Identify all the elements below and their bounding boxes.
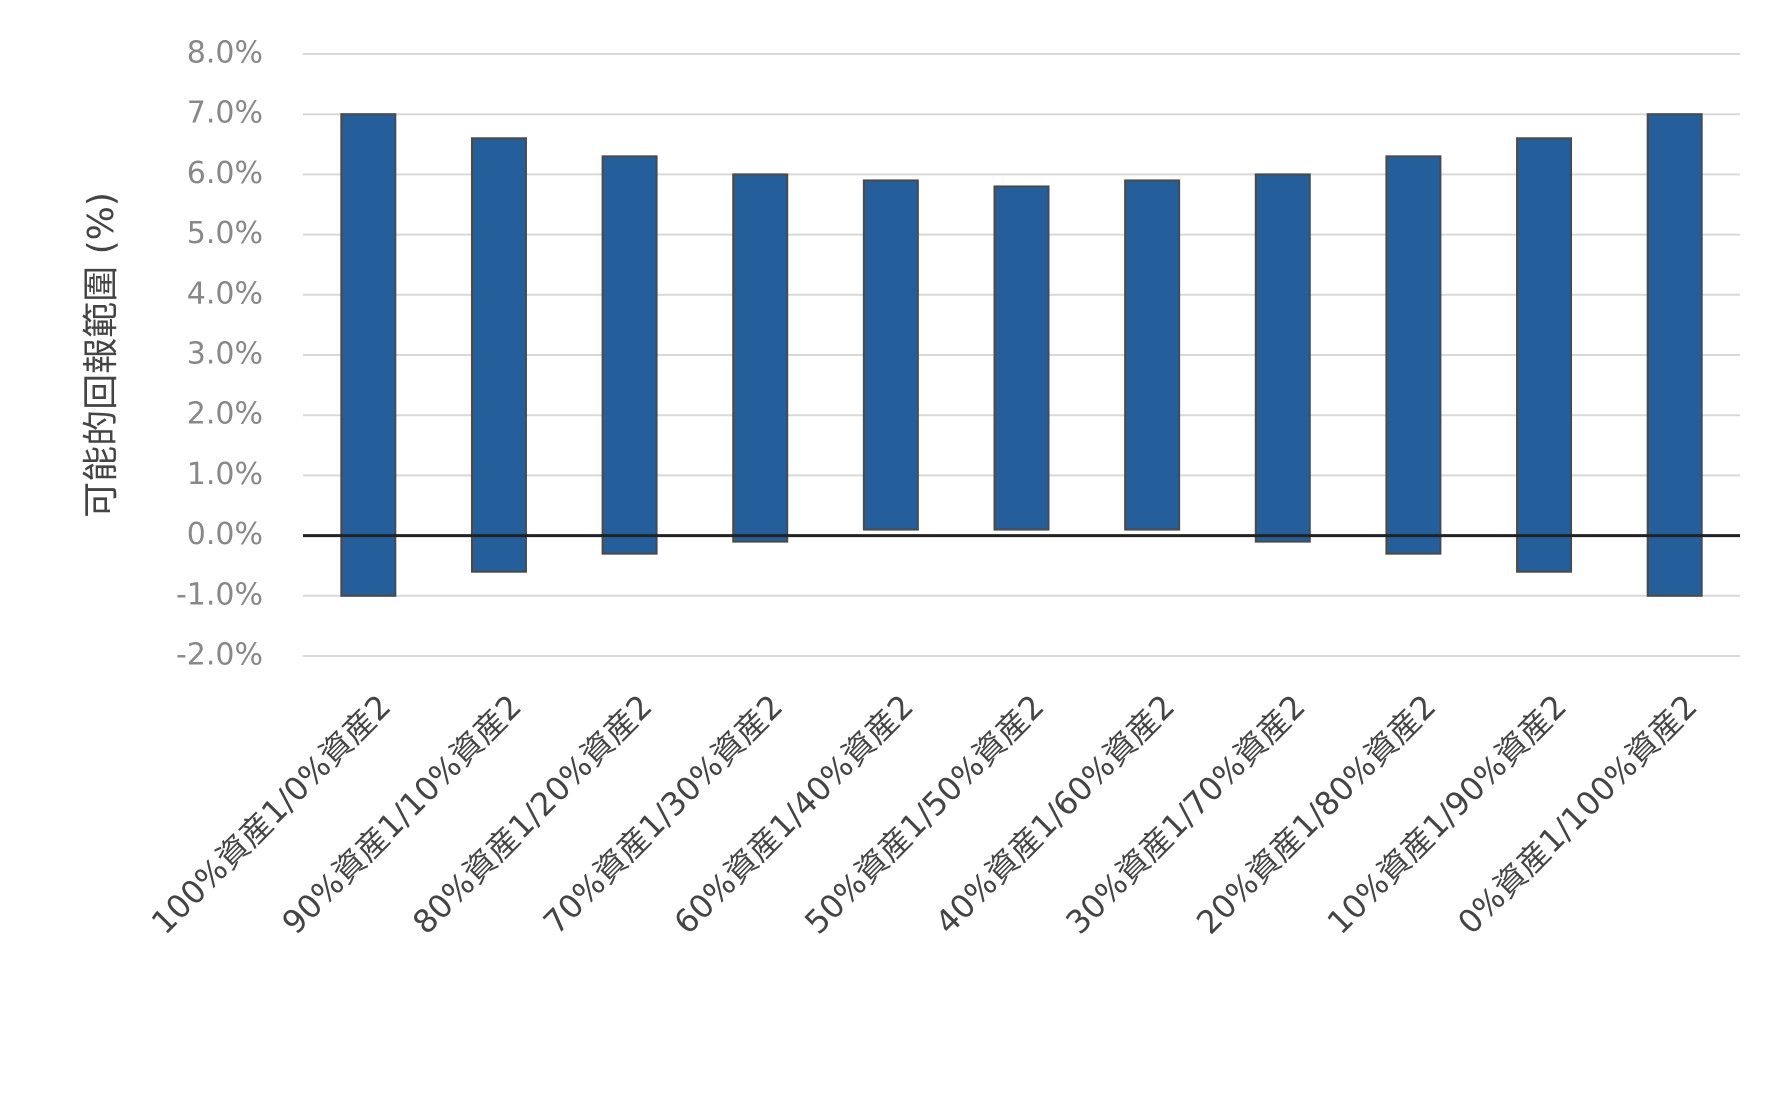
y-tick-label: 0.0%: [187, 517, 263, 552]
y-tick-label: 7.0%: [187, 96, 263, 131]
bar: [1516, 137, 1573, 573]
bar: [732, 173, 789, 543]
bar: [470, 137, 527, 573]
x-tick-label: 0%資産1/100%資産2: [1450, 687, 1704, 941]
bar: [601, 155, 658, 555]
x-tick-label: 20%資産1/80%資産2: [1189, 687, 1443, 941]
y-tick-label: -2.0%: [176, 638, 263, 673]
x-tick-label: 40%資産1/60%資産2: [928, 687, 1182, 941]
y-tick-label: 6.0%: [187, 156, 263, 191]
bar: [993, 185, 1050, 531]
bar: [862, 179, 919, 531]
y-axis-label: 可能的回報範圍 (%): [81, 192, 122, 518]
bar: [1124, 179, 1181, 531]
y-tick-label: 4.0%: [187, 276, 263, 311]
bar: [1254, 173, 1311, 543]
x-tick-label: 100%資産1/0%資産2: [144, 687, 398, 941]
bar: [1385, 155, 1442, 555]
y-tick-label: -1.0%: [176, 577, 263, 612]
bar: [1646, 113, 1703, 597]
x-tick-label: 50%資産1/50%資産2: [797, 687, 1051, 941]
x-tick-label: 70%資産1/30%資産2: [536, 687, 790, 941]
x-tick-label: 30%資産1/70%資産2: [1058, 687, 1312, 941]
x-tick-label: 60%資産1/40%資産2: [666, 687, 920, 941]
y-tick-label: 2.0%: [187, 397, 263, 432]
y-tick-label: 8.0%: [187, 36, 263, 71]
bar: [340, 113, 397, 597]
x-tick-label: 80%資産1/20%資産2: [405, 687, 659, 941]
x-tick-label: 10%資産1/90%資産2: [1320, 687, 1574, 941]
y-tick-label: 3.0%: [187, 337, 263, 372]
y-tick-label: 1.0%: [187, 457, 263, 492]
x-tick-label: 90%資産1/10%資産2: [275, 687, 529, 941]
y-tick-label: 5.0%: [187, 216, 263, 251]
